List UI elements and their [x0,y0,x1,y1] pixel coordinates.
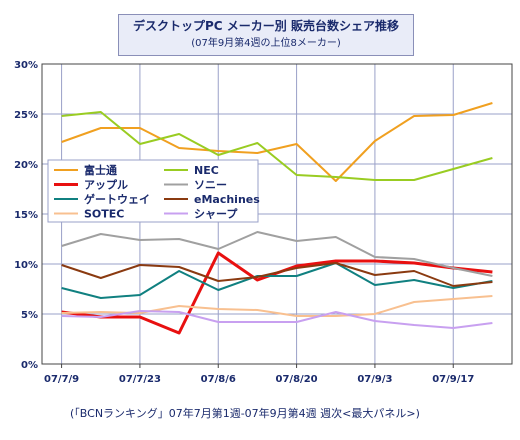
y-tick-label: 15% [14,210,38,221]
y-tick-label: 25% [14,110,38,121]
source-note: (「BCNランキング」07年7月第1週-07年9月第4週 週次<最大パネル>) [70,407,420,420]
y-tick-label: 20% [14,160,38,171]
series-line-7 [61,310,493,329]
legend-label-0: 富士通 [84,163,117,177]
x-tick-label: 07/8/6 [201,374,236,385]
chart-title: デスクトップPC メーカー別 販売台数シェア推移 [133,19,399,33]
axis-layer: 0% 5% 10% 15% 20% 25% 30% 07/7/9 07/7/23 07/8/6 07… [14,60,513,385]
y-tick-label: 0% [21,360,38,371]
chart-title-box: デスクトップPC メーカー別 販売台数シェア推移 (07年9月第4週の上位8メー… [118,14,414,56]
x-tick-label: 07/8/20 [276,374,318,385]
legend-label-5: eMachines [194,193,260,206]
series-line-3 [61,231,493,277]
y-tick-label: 10% [14,260,38,271]
legend-label-7: シャープ [194,207,238,221]
legend-label-2: アップル [84,178,128,192]
legend-box [47,159,259,223]
series-line-1 [61,111,493,181]
legend-label-4: ゲートウェイ [84,192,150,206]
y-tick-label: 30% [14,60,38,71]
series-line-4 [61,262,493,299]
series-layer [61,102,493,335]
x-tick-label: 07/9/3 [357,374,392,385]
series-line-0 [61,102,493,182]
x-tick-label: 07/9/17 [432,374,474,385]
x-tick-label: 07/7/23 [119,374,161,385]
series-line-5 [61,262,493,287]
x-tick-label: 07/7/9 [44,374,79,385]
y-tick-label: 5% [21,310,38,321]
legend-label-6: SOTEC [84,208,124,221]
legend-label-1: NEC [194,164,219,177]
plot-frame [41,63,513,365]
chart-subtitle: (07年9月第4週の上位8メーカー) [191,38,341,49]
legend-label-3: ソニー [194,179,227,192]
